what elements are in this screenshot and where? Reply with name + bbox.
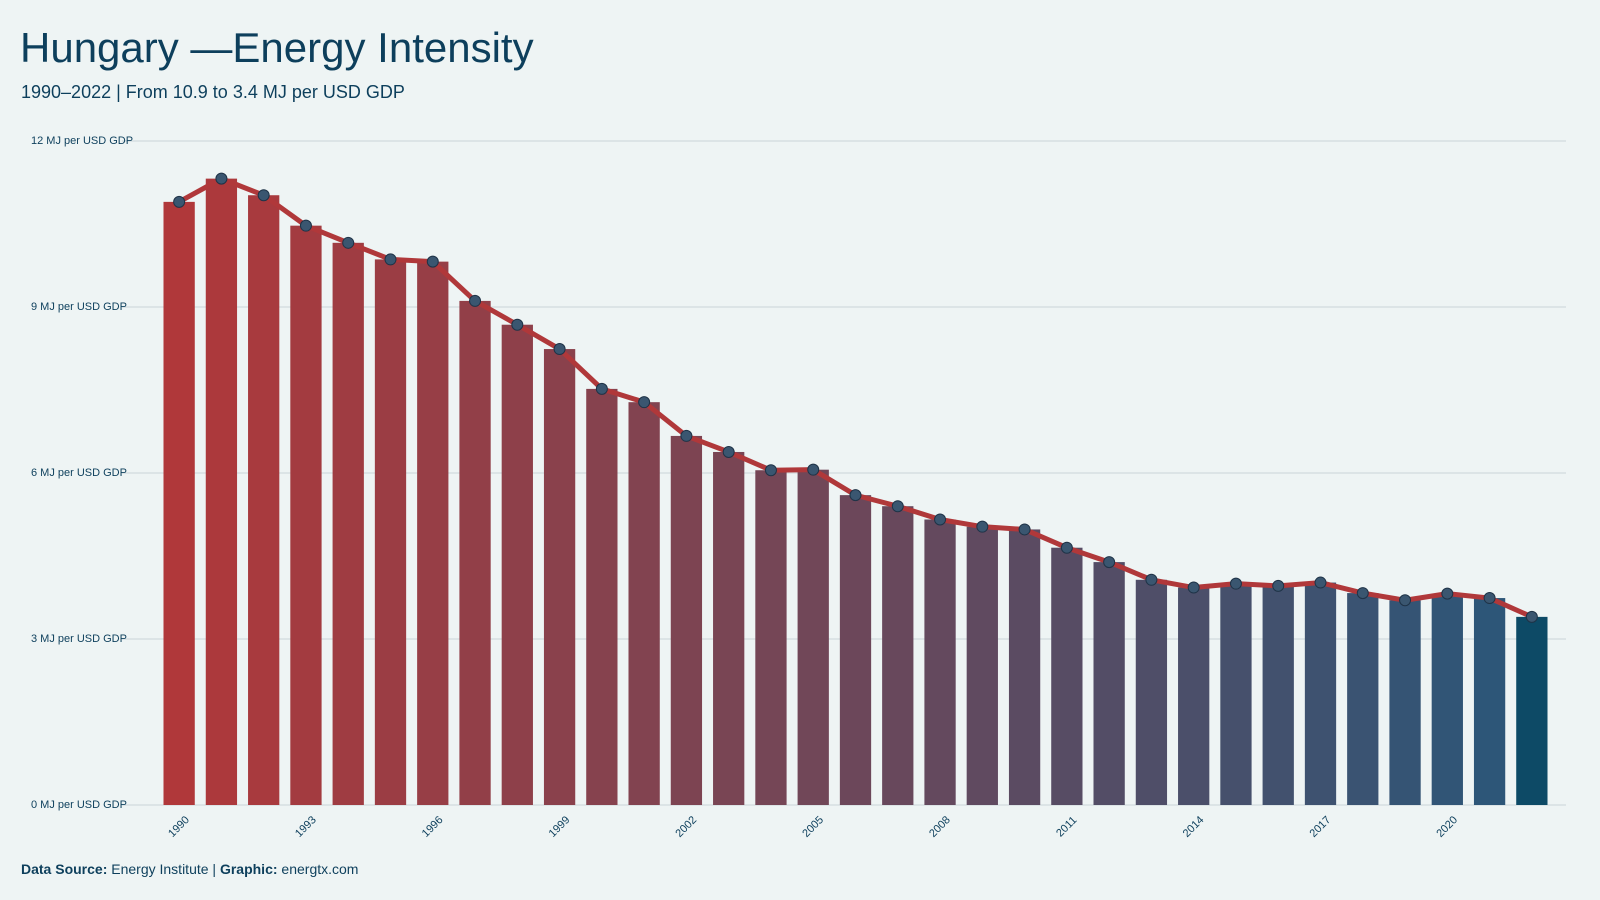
bar: [839, 495, 872, 805]
footer-graphic: energtx.com: [281, 861, 358, 877]
chart-title: Hungary —Energy Intensity: [20, 24, 534, 71]
marker: [638, 396, 651, 409]
marker: [1441, 587, 1454, 600]
bar: [713, 451, 745, 805]
marker: [1060, 541, 1073, 554]
marker: [1187, 581, 1200, 594]
bar: [924, 519, 956, 805]
bar: [755, 470, 787, 805]
marker: [1018, 523, 1031, 536]
marker: [849, 489, 862, 502]
y-tick-label: 0 MJ per USD GDP: [31, 799, 127, 811]
y-tick-label: 12 MJ per USD GDP: [31, 135, 133, 147]
bar: [1178, 587, 1210, 805]
marker: [1356, 587, 1369, 600]
bar: [966, 526, 998, 805]
marker: [722, 445, 735, 458]
marker: [173, 195, 186, 208]
marker: [891, 500, 904, 513]
marker: [215, 172, 228, 185]
bar: [670, 435, 703, 805]
bar: [1093, 562, 1125, 805]
marker: [1229, 577, 1242, 590]
bar: [797, 469, 829, 805]
bar: [1516, 616, 1548, 805]
bar: [1473, 598, 1506, 805]
marker: [1525, 610, 1538, 623]
marker: [1399, 594, 1412, 607]
marker: [553, 343, 566, 356]
bar: [628, 402, 660, 805]
marker: [299, 219, 312, 232]
bar: [163, 201, 195, 805]
marker: [1103, 556, 1116, 569]
marker: [384, 253, 397, 266]
y-tick-label: 9 MJ per USD GDP: [31, 301, 127, 313]
footer-graphic-label: Graphic:: [220, 861, 278, 877]
bar: [1008, 529, 1041, 805]
bar: [290, 225, 322, 805]
footer-source: Energy Institute: [111, 861, 208, 877]
bar: [1304, 582, 1337, 805]
bar: [1051, 547, 1083, 805]
bar: [586, 388, 618, 805]
marker: [342, 236, 355, 249]
bar: [417, 261, 449, 805]
bar: [1389, 600, 1421, 805]
marker: [426, 255, 439, 268]
footer-source-label: Data Source:: [21, 861, 107, 877]
marker: [1314, 576, 1327, 589]
bar: [1347, 593, 1379, 805]
bar: [459, 300, 491, 805]
marker: [976, 520, 989, 533]
y-tick-label: 3 MJ per USD GDP: [31, 633, 127, 645]
chart-subtitle: 1990–2022 | From 10.9 to 3.4 MJ per USD …: [21, 82, 405, 102]
bar: [882, 506, 914, 805]
bar: [205, 178, 238, 806]
marker: [934, 513, 947, 526]
bar: [1220, 583, 1252, 805]
bar: [374, 259, 407, 805]
marker: [1272, 579, 1285, 592]
footer-separator: |: [212, 861, 216, 877]
marker: [807, 463, 820, 476]
marker: [680, 429, 693, 442]
bar: [543, 349, 576, 805]
bar: [501, 324, 533, 805]
marker: [1483, 592, 1496, 605]
marker: [257, 189, 270, 202]
bar: [248, 195, 280, 805]
marker: [595, 382, 608, 395]
bar: [1135, 579, 1168, 805]
y-tick-label: 6 MJ per USD GDP: [31, 467, 127, 479]
marker: [764, 464, 777, 477]
marker: [469, 294, 482, 307]
marker: [511, 318, 524, 331]
bar: [1262, 585, 1294, 805]
bar: [332, 242, 364, 805]
marker: [1145, 573, 1158, 586]
footer: Data Source: Energy Institute | Graphic:…: [21, 861, 358, 877]
bar: [1431, 593, 1463, 805]
